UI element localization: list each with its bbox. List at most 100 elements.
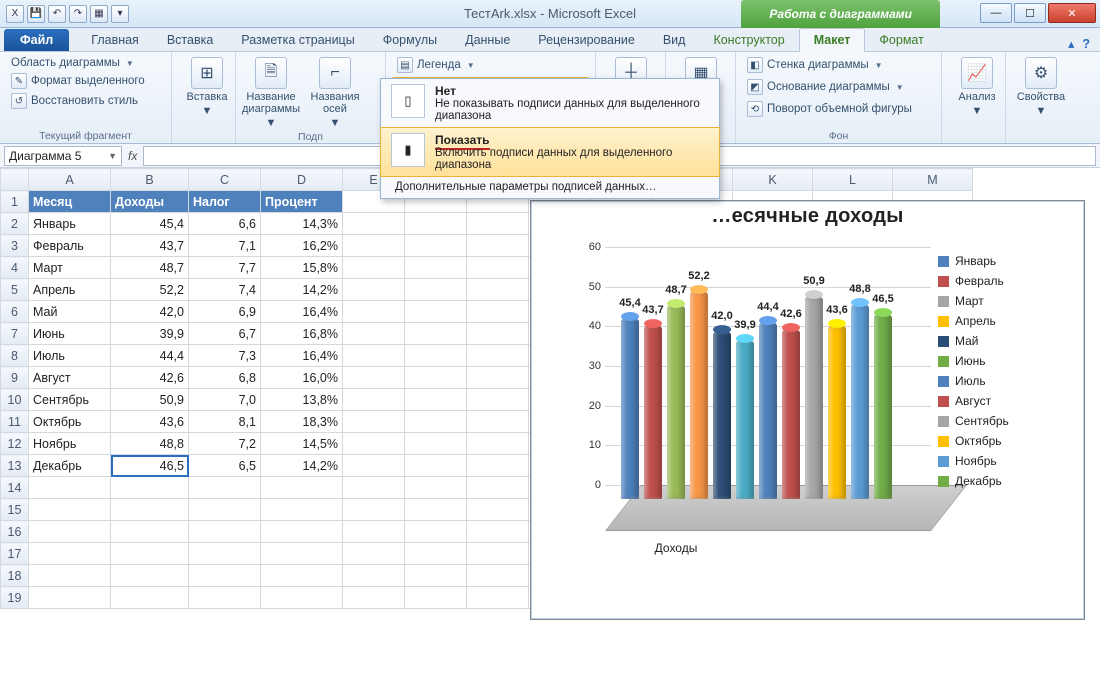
cell[interactable]: 7,7 <box>189 257 261 279</box>
cell[interactable] <box>467 455 529 477</box>
file-tab[interactable]: Файл <box>4 29 69 51</box>
cell[interactable] <box>467 565 529 587</box>
cell[interactable] <box>467 411 529 433</box>
cell[interactable]: 7,3 <box>189 345 261 367</box>
data-labels-none[interactable]: ▯ НетНе показывать подписи данных для вы… <box>381 79 719 128</box>
cell[interactable] <box>189 499 261 521</box>
legend-button[interactable]: ▤ Легенда▼ <box>392 55 589 75</box>
cell[interactable]: 16,8% <box>261 323 343 345</box>
row-header-5[interactable]: 5 <box>1 279 29 301</box>
legend-item-Ноябрь[interactable]: Ноябрь <box>938 451 1078 471</box>
col-header-M[interactable]: M <box>893 169 973 191</box>
legend-item-Январь[interactable]: Январь <box>938 251 1078 271</box>
row-header-1[interactable]: 1 <box>1 191 29 213</box>
cell[interactable]: 7,0 <box>189 389 261 411</box>
row-header-6[interactable]: 6 <box>1 301 29 323</box>
cell[interactable]: 7,4 <box>189 279 261 301</box>
analysis-button[interactable]: 📈 Анализ▼ <box>948 55 1006 117</box>
cell[interactable]: 6,5 <box>189 455 261 477</box>
header-cell[interactable]: Доходы <box>111 191 189 213</box>
row-header-3[interactable]: 3 <box>1 235 29 257</box>
cell[interactable] <box>343 499 405 521</box>
cell[interactable]: Май <box>29 301 111 323</box>
legend-item-Сентябрь[interactable]: Сентябрь <box>938 411 1078 431</box>
cell[interactable]: 14,5% <box>261 433 343 455</box>
cell[interactable] <box>405 587 467 609</box>
cell[interactable] <box>111 477 189 499</box>
row-header-15[interactable]: 15 <box>1 499 29 521</box>
tab-Рецензирование[interactable]: Рецензирование <box>524 29 649 51</box>
data-labels-more-options[interactable]: Дополнительные параметры подписей данных… <box>381 176 719 198</box>
select-all-cell[interactable] <box>1 169 29 191</box>
cell[interactable]: 6,8 <box>189 367 261 389</box>
cell[interactable] <box>343 411 405 433</box>
cell[interactable] <box>261 521 343 543</box>
chart-bar-Май[interactable]: 42,0 <box>713 332 731 499</box>
cell[interactable] <box>343 565 405 587</box>
cell[interactable]: 48,7 <box>111 257 189 279</box>
cell[interactable] <box>343 477 405 499</box>
cell[interactable] <box>405 323 467 345</box>
cell[interactable] <box>405 565 467 587</box>
legend-item-Апрель[interactable]: Апрель <box>938 311 1078 331</box>
cell[interactable] <box>343 455 405 477</box>
row-header-10[interactable]: 10 <box>1 389 29 411</box>
fx-icon[interactable]: fx <box>128 149 137 163</box>
chart-bar-Апрель[interactable]: 52,2 <box>690 292 708 499</box>
legend-item-Март[interactable]: Март <box>938 291 1078 311</box>
cell[interactable]: 39,9 <box>111 323 189 345</box>
cell[interactable]: Февраль <box>29 235 111 257</box>
cell[interactable]: Январь <box>29 213 111 235</box>
cell[interactable] <box>343 235 405 257</box>
header-cell[interactable]: Месяц <box>29 191 111 213</box>
col-header-L[interactable]: L <box>813 169 893 191</box>
cell[interactable] <box>405 213 467 235</box>
cell[interactable]: Август <box>29 367 111 389</box>
cell[interactable] <box>29 477 111 499</box>
cell[interactable] <box>467 389 529 411</box>
tab-Вид[interactable]: Вид <box>649 29 700 51</box>
cell[interactable] <box>111 587 189 609</box>
cell[interactable] <box>29 543 111 565</box>
cell[interactable] <box>467 543 529 565</box>
chart-bar-Ноябрь[interactable]: 48,8 <box>851 305 869 499</box>
3d-rotation-button[interactable]: ⟲ Поворот объемной фигуры <box>742 99 935 119</box>
chart-bar-Сентябрь[interactable]: 50,9 <box>805 297 823 499</box>
properties-button[interactable]: ⚙ Свойства▼ <box>1012 55 1070 117</box>
cell[interactable]: 18,3% <box>261 411 343 433</box>
row-header-13[interactable]: 13 <box>1 455 29 477</box>
cell[interactable]: 16,0% <box>261 367 343 389</box>
cell[interactable]: Декабрь <box>29 455 111 477</box>
chart-wall-button[interactable]: ◧ Стенка диаграммы▼ <box>742 55 935 75</box>
tab-Разметка страницы[interactable]: Разметка страницы <box>227 29 368 51</box>
cell[interactable] <box>29 587 111 609</box>
chart-bar-Июль[interactable]: 44,4 <box>759 323 777 499</box>
cell[interactable] <box>111 543 189 565</box>
cell[interactable] <box>343 323 405 345</box>
row-header-11[interactable]: 11 <box>1 411 29 433</box>
qat-more-icon[interactable]: ▾ <box>111 5 129 23</box>
format-selection-button[interactable]: ✎ Формат выделенного <box>6 71 165 91</box>
cell[interactable] <box>343 279 405 301</box>
cell[interactable]: 43,6 <box>111 411 189 433</box>
print-preview-icon[interactable]: ▦ <box>90 5 108 23</box>
chart-bar-Июнь[interactable]: 39,9 <box>736 341 754 499</box>
cell[interactable] <box>111 565 189 587</box>
cell[interactable] <box>405 433 467 455</box>
cell[interactable] <box>343 543 405 565</box>
row-header-19[interactable]: 19 <box>1 587 29 609</box>
row-header-2[interactable]: 2 <box>1 213 29 235</box>
cell[interactable] <box>343 345 405 367</box>
cell[interactable] <box>343 301 405 323</box>
header-cell[interactable]: Налог <box>189 191 261 213</box>
cell[interactable]: 16,4% <box>261 345 343 367</box>
cell[interactable] <box>405 477 467 499</box>
cell[interactable] <box>343 213 405 235</box>
cell[interactable] <box>405 367 467 389</box>
cell[interactable] <box>261 565 343 587</box>
cell[interactable] <box>467 213 529 235</box>
tab-Главная[interactable]: Главная <box>77 29 153 51</box>
cell[interactable] <box>405 499 467 521</box>
cell[interactable] <box>467 477 529 499</box>
cell[interactable] <box>189 565 261 587</box>
